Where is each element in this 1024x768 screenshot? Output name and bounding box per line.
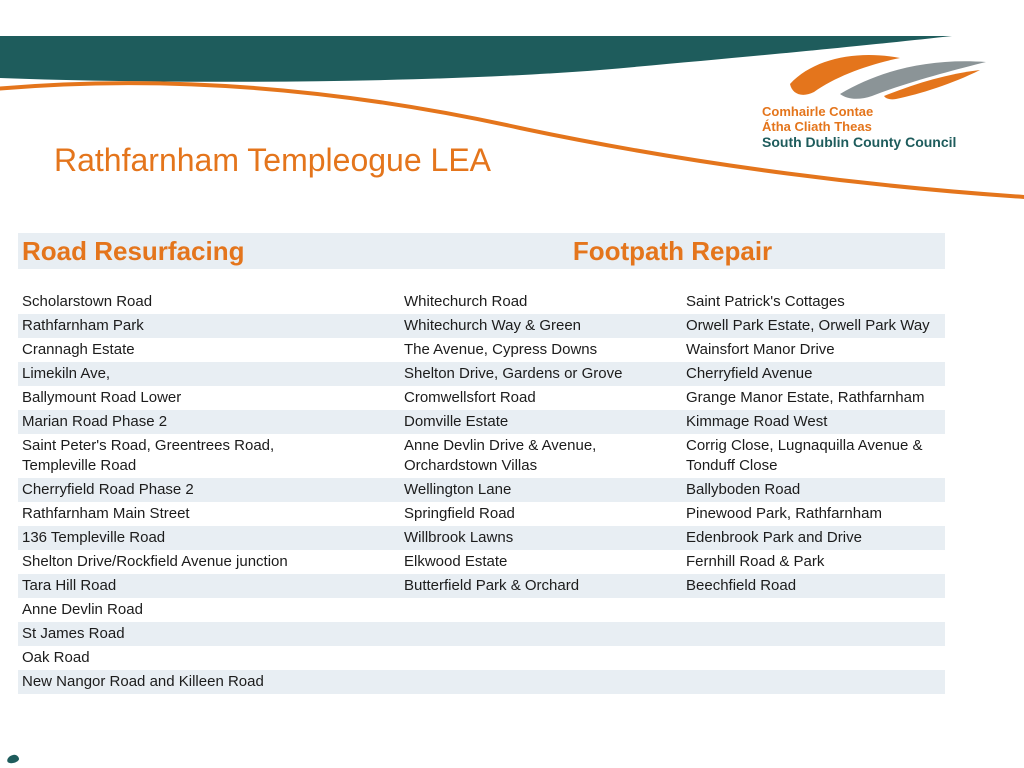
cell-footpath-right: Pinewood Park, Rathfarnham — [686, 505, 882, 522]
cell-footpath-left: Willbrook Lawns — [404, 529, 514, 546]
cell-road-resurfacing: New Nangor Road and Killeen Road — [22, 673, 264, 690]
cell-gap — [360, 338, 400, 362]
table-row: Rathfarnham Park Whitechurch Way & Green… — [18, 314, 945, 338]
cell-road-resurfacing: Scholarstown Road — [22, 293, 153, 310]
council-logo: Comhairle Contae Átha Cliath Theas South… — [762, 50, 987, 151]
cell-road-resurfacing: Tara Hill Road — [22, 577, 117, 594]
cell-road-resurfacing: Cherryfield Road Phase 2 — [22, 481, 194, 498]
table-row: Cherryfield Road Phase 2 Wellington Lane… — [18, 478, 945, 502]
logo-orange-wave — [790, 55, 900, 95]
logo-text: Comhairle Contae Átha Cliath Theas South… — [762, 104, 987, 151]
cell-road-resurfacing: Oak Road — [22, 649, 90, 666]
cell-footpath-left: Wellington Lane — [404, 481, 512, 498]
cell-footpath-left: Anne Devlin Drive & Avenue, Orchardstown… — [404, 437, 597, 474]
cell-gap — [360, 550, 400, 574]
cell-footpath-right: Kimmage Road West — [686, 413, 828, 430]
cell-footpath-left — [400, 670, 682, 694]
cell-footpath-left — [400, 646, 682, 670]
cell-gap — [360, 290, 400, 314]
roads-table: Road Resurfacing Footpath Repair Scholar… — [18, 233, 945, 694]
cell-gap — [360, 362, 400, 386]
cell-footpath-left: The Avenue, Cypress Downs — [404, 341, 598, 358]
cell-road-resurfacing: Saint Peter's Road, Greentrees Road, Tem… — [22, 437, 275, 474]
cell-gap — [360, 314, 400, 338]
table-row: New Nangor Road and Killeen Road — [18, 670, 945, 694]
logo-text-english: South Dublin County Council — [762, 134, 957, 150]
cell-road-resurfacing: Rathfarnham Park — [22, 317, 144, 334]
cell-footpath-right — [682, 646, 945, 670]
cell-footpath-right: Saint Patrick's Cottages — [686, 293, 845, 310]
table-header-row: Road Resurfacing Footpath Repair — [18, 233, 945, 269]
cell-road-resurfacing: Ballymount Road Lower — [22, 389, 182, 406]
cell-footpath-left: Shelton Drive, Gardens or Grove — [404, 365, 623, 382]
logo-text-irish-2: Átha Cliath Theas — [762, 119, 872, 134]
cell-gap — [360, 574, 400, 598]
cell-road-resurfacing: Crannagh Estate — [22, 341, 135, 358]
cell-road-resurfacing: St James Road — [22, 625, 125, 642]
cell-road-resurfacing: Rathfarnham Main Street — [22, 505, 190, 522]
spacer-cell — [18, 269, 945, 290]
logo-waves-icon — [790, 55, 986, 100]
cell-footpath-right: Fernhill Road & Park — [686, 553, 825, 570]
cell-gap — [360, 478, 400, 502]
cell-footpath-right: Edenbrook Park and Drive — [686, 529, 862, 546]
cell-gap — [360, 502, 400, 526]
cell-footpath-right: Orwell Park Estate, Orwell Park Way — [686, 317, 930, 334]
cell-footpath-right: Corrig Close, Lugnaquilla Avenue & Tondu… — [686, 437, 923, 474]
cell-gap — [360, 622, 400, 646]
table-row: St James Road — [18, 622, 945, 646]
cell-road-resurfacing: Limekiln Ave, — [22, 365, 111, 382]
table-row: Tara Hill Road Butterfield Park & Orchar… — [18, 574, 945, 598]
cell-footpath-left: Elkwood Estate — [404, 553, 508, 570]
cell-footpath-left — [400, 598, 682, 622]
logo-orange-tail — [884, 70, 980, 100]
table-row: Scholarstown Road Whitechurch Road Saint… — [18, 290, 945, 314]
cell-gap — [360, 386, 400, 410]
cell-footpath-left: Domville Estate — [404, 413, 509, 430]
table-row: Rathfarnham Main Street Springfield Road… — [18, 502, 945, 526]
cell-footpath-right — [682, 598, 945, 622]
logo-text-irish-1: Comhairle Contae — [762, 104, 874, 119]
footpath-repair-header: Footpath Repair — [572, 236, 773, 266]
cell-footpath-right: Wainsfort Manor Drive — [686, 341, 835, 358]
table-row: Crannagh Estate The Avenue, Cypress Down… — [18, 338, 945, 362]
cell-footpath-left: Cromwellsfort Road — [404, 389, 536, 406]
cell-gap — [360, 410, 400, 434]
cell-road-resurfacing: Shelton Drive/Rockfield Avenue junction — [22, 553, 288, 570]
logo-grey-wave — [840, 61, 986, 99]
cell-footpath-left: Springfield Road — [404, 505, 515, 522]
cell-road-resurfacing: Marian Road Phase 2 — [22, 413, 168, 430]
cell-footpath-right: Beechfield Road — [686, 577, 797, 594]
cell-gap — [360, 670, 400, 694]
cell-footpath-left — [400, 622, 682, 646]
cell-gap — [360, 598, 400, 622]
cell-gap — [360, 526, 400, 550]
table-row: Ballymount Road Lower Cromwellsfort Road… — [18, 386, 945, 410]
corner-decoration — [6, 754, 20, 764]
cell-gap — [360, 646, 400, 670]
table-row: Marian Road Phase 2 Domville Estate Kimm… — [18, 410, 945, 434]
cell-footpath-right — [682, 670, 945, 694]
cell-road-resurfacing: Anne Devlin Road — [22, 601, 143, 618]
table-spacer-row — [18, 269, 945, 290]
slide-title: Rathfarnham Templeogue LEA — [54, 142, 492, 178]
cell-footpath-left: Whitechurch Way & Green — [404, 317, 582, 334]
cell-footpath-left: Butterfield Park & Orchard — [404, 577, 580, 594]
cell-gap — [360, 434, 400, 478]
cell-road-resurfacing: 136 Templeville Road — [22, 529, 166, 546]
cell-footpath-right: Grange Manor Estate, Rathfarnham — [686, 389, 925, 406]
table-row: 136 Templeville Road Willbrook Lawns Ede… — [18, 526, 945, 550]
cell-footpath-right: Cherryfield Avenue — [686, 365, 813, 382]
table-row: Saint Peter's Road, Greentrees Road, Tem… — [18, 434, 945, 478]
table-row: Anne Devlin Road — [18, 598, 945, 622]
cell-footpath-right: Ballyboden Road — [686, 481, 801, 498]
table-row: Oak Road — [18, 646, 945, 670]
cell-footpath-right — [682, 622, 945, 646]
cell-footpath-left: Whitechurch Road — [404, 293, 528, 310]
road-resurfacing-header: Road Resurfacing — [22, 236, 245, 266]
table-row: Limekiln Ave, Shelton Drive, Gardens or … — [18, 362, 945, 386]
table-row: Shelton Drive/Rockfield Avenue junction … — [18, 550, 945, 574]
